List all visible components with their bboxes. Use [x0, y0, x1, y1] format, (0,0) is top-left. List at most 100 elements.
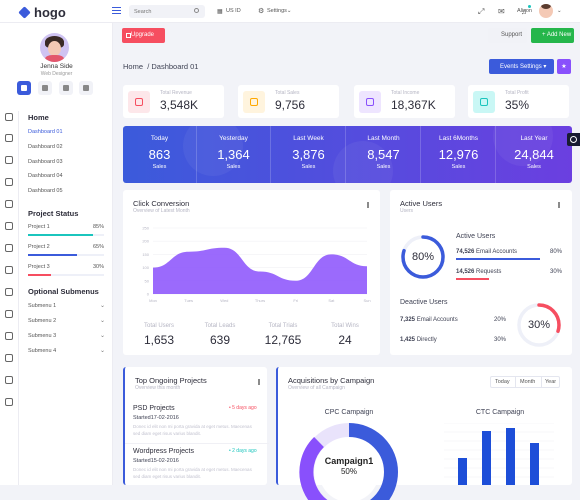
nav-item-dashboard-02[interactable]: Dashboard 02 [28, 144, 63, 150]
project-1-progress [28, 234, 104, 236]
window-icon[interactable] [5, 222, 13, 230]
fullscreen-icon[interactable]: ⤢ [478, 7, 484, 17]
support-button[interactable]: Support [488, 28, 527, 43]
y-tick-label: 100 [142, 265, 149, 270]
metric-label: Total Users [129, 323, 189, 329]
lock-icon[interactable] [5, 376, 13, 384]
icon-rail [0, 111, 19, 485]
area-series [153, 248, 367, 294]
metric-value: 639 [190, 333, 250, 347]
file-icon[interactable] [5, 244, 13, 252]
profile-role: Web Designer [0, 71, 113, 77]
pen-icon[interactable] [5, 200, 13, 208]
events-settings-button[interactable]: Events Settings ▾ [489, 59, 554, 74]
add-new-button[interactable]: + Add New [531, 28, 574, 43]
project-1-label: Project 1 [28, 224, 50, 230]
briefcase-icon [359, 91, 381, 113]
calendar-icon[interactable] [5, 266, 13, 274]
chevron-down-icon[interactable]: ⌄ [557, 8, 562, 14]
chart-icon[interactable] [5, 288, 13, 296]
metric-value: 24 [315, 333, 375, 347]
star-button[interactable]: ★ [557, 59, 571, 74]
stat-card-sales: Total Sales 9,756 [238, 85, 339, 118]
project-2-progress [28, 254, 104, 256]
stat-value: 9,756 [275, 98, 305, 112]
tab-today[interactable]: Today [495, 379, 510, 385]
star-icon: ★ [561, 64, 566, 70]
card-subtitle: Overview this month [135, 385, 180, 391]
clock-icon[interactable] [5, 178, 13, 186]
layers-icon[interactable] [5, 156, 13, 164]
deactive-title: Deactive Users [400, 299, 447, 306]
submenu-4[interactable]: Submenu 4 [28, 348, 56, 354]
user-name[interactable]: Alison [517, 8, 532, 14]
stat-value: 18,367K [391, 98, 436, 112]
messages-tab-button[interactable] [38, 81, 52, 95]
logo[interactable]: hogo [34, 5, 66, 20]
power-tab-button[interactable] [79, 81, 93, 95]
user-icon [63, 85, 69, 91]
ctc-bar-chart [444, 423, 554, 485]
cart-icon[interactable] [5, 354, 13, 362]
settings-gear-icon[interactable] [567, 133, 580, 146]
nav-item-dashboard-04[interactable]: Dashboard 04 [28, 173, 63, 179]
chevron-down-icon[interactable]: ⌄ [100, 302, 105, 309]
tab-year[interactable]: Year [545, 379, 556, 385]
x-tick-label: Wed [220, 298, 228, 303]
more-options-icon[interactable] [367, 202, 369, 204]
stat-value: 35% [505, 98, 529, 112]
chevron-down-icon[interactable]: ⌄ [100, 347, 105, 354]
nav-item-dashboard-01[interactable]: Dashboard 01 [28, 129, 63, 135]
more-options-icon[interactable] [558, 202, 560, 204]
divider [125, 443, 269, 444]
period-sales-banner: Today 863 Sales Yesterday 1,364 Sales La… [123, 126, 572, 183]
period-last-year: Last Year 24,844 Sales [497, 126, 571, 183]
logo-icon [18, 6, 30, 18]
requests-row: 14,526 Requests [456, 269, 501, 275]
deactive-email-row: 7,325 Email Accounts [400, 317, 458, 323]
card-subtitle: Overview of Latest Month [133, 208, 190, 214]
optional-submenus-title: Optional Submenus [28, 287, 99, 296]
hamburger-menu-icon[interactable] [112, 7, 121, 14]
user-avatar[interactable] [539, 4, 553, 18]
section-title: Active Users [456, 233, 495, 240]
language-selector[interactable]: US ID [226, 8, 241, 14]
active-users-card: Active Users Users 80% Active Users 74,5… [390, 190, 572, 355]
search-icon[interactable] [194, 8, 199, 13]
nav-item-dashboard-05[interactable]: Dashboard 05 [28, 188, 63, 194]
card-title: Click Conversion [133, 199, 189, 208]
settings-icon[interactable] [5, 332, 13, 340]
breadcrumb: Home / Dashboard 01 [123, 62, 198, 71]
chat-icon[interactable]: ✉ [498, 7, 505, 16]
tab-month[interactable]: Month [520, 379, 535, 385]
table-icon[interactable] [5, 310, 13, 318]
home-tab-button[interactable] [17, 81, 31, 95]
more-options-icon[interactable] [258, 379, 260, 381]
monitor-icon[interactable] [5, 113, 13, 121]
chevron-down-icon[interactable]: ⌄ [100, 317, 105, 324]
topbar: hogo ▦ US ID ⚙ Settings⌄ ⤢ ✉ ♫ Alison ⌄ [0, 0, 580, 23]
ctc-bar [458, 458, 467, 485]
project-age: • 2 days ago [229, 448, 257, 454]
profile-name: Jenna Side [0, 63, 113, 70]
grid-icon[interactable] [5, 134, 13, 142]
submenu-1[interactable]: Submenu 1 [28, 303, 56, 309]
period-last-week: Last Week 3,876 Sales [272, 126, 346, 183]
settings-dropdown[interactable]: Settings⌄ [267, 8, 291, 14]
deactive-email-pct: 20% [494, 317, 506, 323]
alert-icon[interactable] [5, 398, 13, 406]
breadcrumb-home[interactable]: Home [123, 62, 143, 71]
project-name[interactable]: Wordpress Projects [133, 448, 194, 455]
submenu-2[interactable]: Submenu 2 [28, 318, 56, 324]
profile-tab-button[interactable] [59, 81, 73, 95]
project-name[interactable]: PSD Projects [133, 405, 175, 412]
card-title: Top Ongoing Projects [135, 376, 207, 385]
sidebar: Jenna Side Web Designer Home Dashboard 0… [0, 23, 113, 485]
chevron-down-icon[interactable]: ⌄ [100, 332, 105, 339]
stat-card-profit: Total Profit 35% [468, 85, 569, 118]
submenu-3[interactable]: Submenu 3 [28, 333, 56, 339]
stat-label: Total Profit [505, 90, 529, 96]
upgrade-button[interactable]: Upgrade [122, 28, 165, 43]
nav-item-dashboard-03[interactable]: Dashboard 03 [28, 159, 63, 165]
